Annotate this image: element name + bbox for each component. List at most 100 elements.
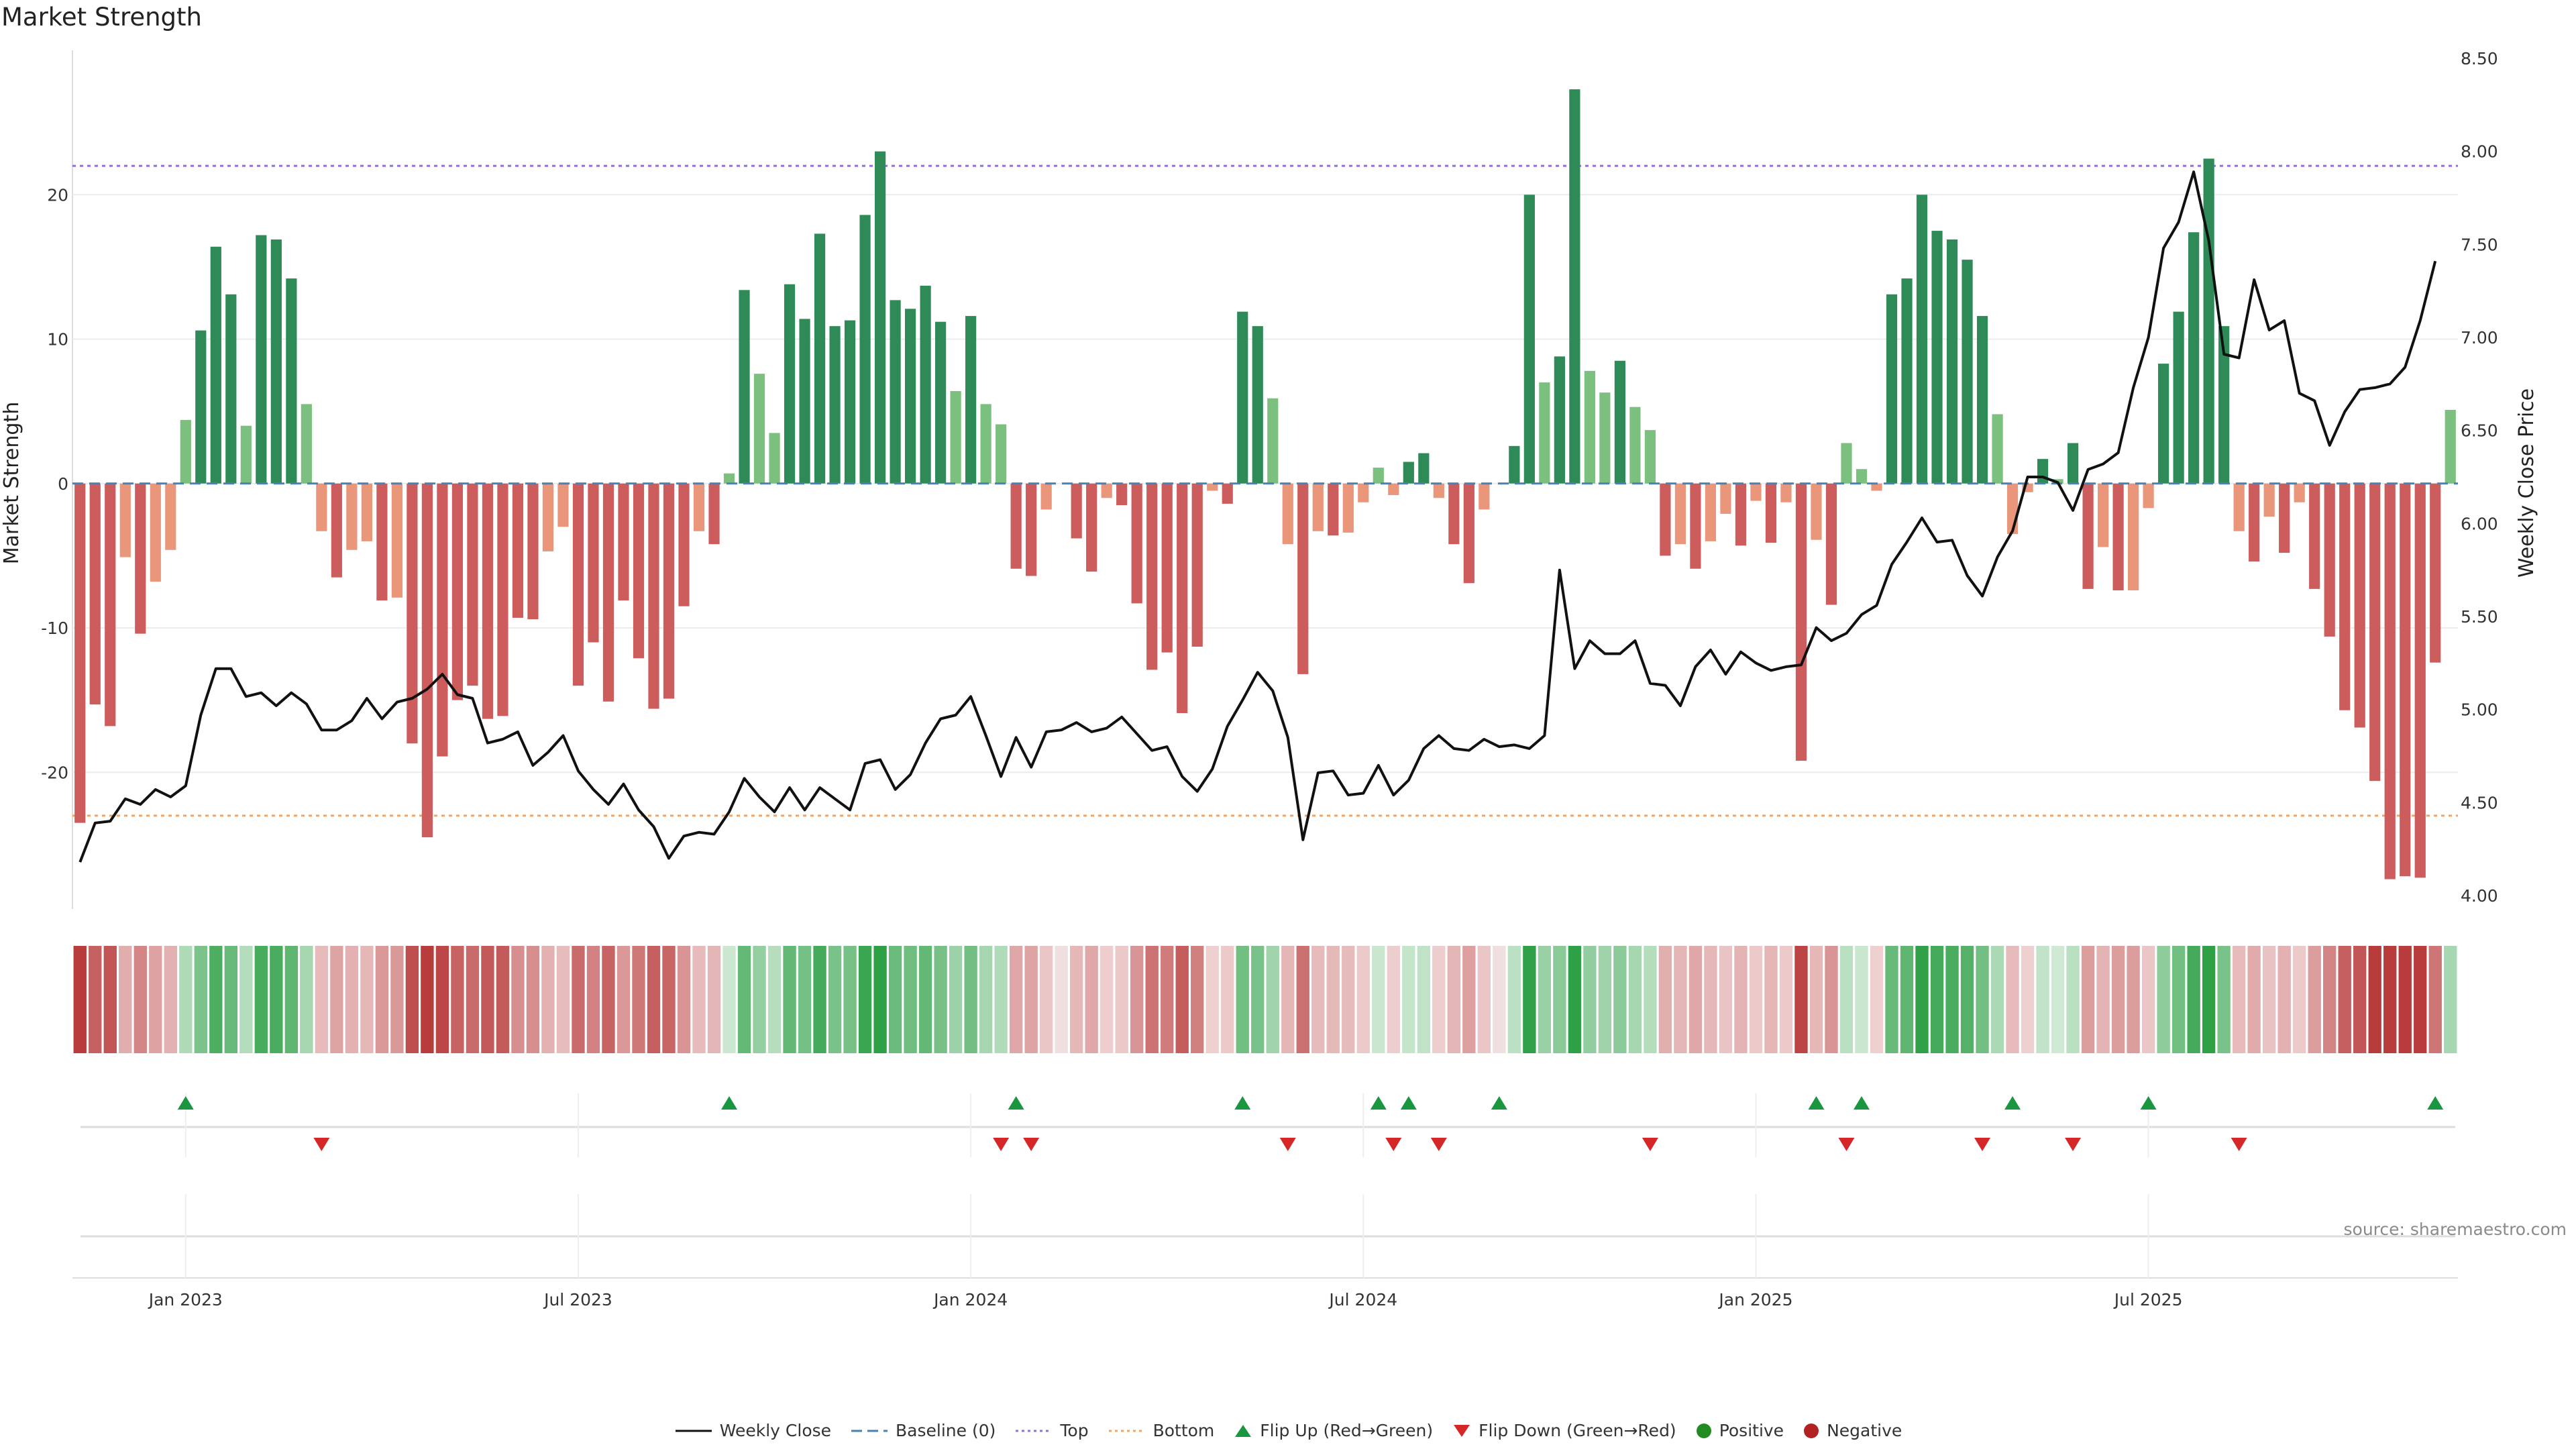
strength-bar [1418, 453, 1430, 484]
strength-bar [2309, 483, 2320, 589]
strength-bar [1071, 483, 1082, 539]
flip-up-marker [1370, 1096, 1387, 1110]
strength-bar [2339, 483, 2351, 710]
strength-bar [89, 483, 101, 705]
strength-bar [256, 235, 267, 484]
strength-heat-cell [1613, 946, 1627, 1053]
y-right-tick-label: 6.00 [2461, 514, 2498, 533]
strength-bar [2112, 483, 2124, 591]
strength-heat-cell [451, 946, 464, 1053]
strength-bar [376, 483, 388, 601]
strength-heat-cell [1311, 946, 1325, 1053]
strength-bar [2143, 483, 2154, 508]
legend-flip-up-label: Flip Up (Red→Green) [1260, 1421, 1434, 1440]
strength-heat-cell [2096, 946, 2110, 1053]
strength-heat-cell [1372, 946, 1385, 1053]
strength-heat-cell [888, 946, 902, 1053]
y-right-tick-label: 6.50 [2461, 421, 2498, 441]
strength-bar [2384, 483, 2396, 879]
strength-bar [663, 483, 675, 699]
strength-bar [467, 483, 478, 686]
strength-bar [602, 483, 614, 702]
strength-heat-cell [164, 946, 177, 1053]
strength-bar [1101, 483, 1112, 498]
strength-heat-cell [526, 946, 540, 1053]
strength-heat-cell [1447, 946, 1461, 1053]
strength-bar [391, 483, 402, 598]
strength-bar [2279, 483, 2290, 553]
strength-bar [588, 483, 599, 643]
strength-bar [1433, 483, 1444, 498]
strength-bar [769, 433, 780, 484]
strength-bar [105, 483, 116, 727]
strength-bar [1946, 239, 1958, 484]
strength-bar [1509, 445, 1520, 484]
strength-heat-cell [390, 946, 404, 1053]
strength-bar [497, 483, 508, 716]
y-left-tick-label: 0 [58, 474, 68, 494]
strength-heat-cell [1432, 946, 1446, 1053]
legend-bottom: Bottom [1108, 1421, 1215, 1440]
strength-heat-cell [284, 946, 299, 1053]
strength-heat-cell [330, 946, 343, 1053]
strength-bar [557, 483, 569, 527]
strength-bar [1373, 468, 1384, 484]
strength-bar [1886, 294, 1898, 484]
strength-bar [1388, 483, 1399, 495]
strength-bar [1931, 231, 1943, 484]
y-left-tick-label: 10 [47, 330, 68, 350]
strength-heat-cell [2157, 946, 2170, 1053]
strength-bar [527, 483, 539, 620]
strength-heat-cell [979, 946, 993, 1053]
strength-heat-cell [1462, 946, 1476, 1053]
strength-heat-cell [1266, 946, 1279, 1053]
strength-heat-cell [1009, 946, 1023, 1053]
strength-heat-cell [2051, 946, 2065, 1053]
strength-heat-cell [616, 946, 631, 1053]
strength-bar [74, 483, 86, 823]
strength-bar [708, 483, 720, 545]
strength-heat-cell [2036, 946, 2049, 1053]
strength-bar [1976, 316, 1988, 484]
strength-bar [346, 483, 358, 550]
strength-bar [2369, 483, 2381, 782]
strength-heat-cell [1598, 946, 1612, 1053]
strength-bar [965, 316, 977, 484]
strength-bar [2445, 409, 2456, 484]
strength-bar [996, 424, 1007, 484]
strength-heat-cell [2293, 946, 2306, 1053]
y-left-tick-label: -20 [41, 763, 68, 782]
strength-heat-cell [1115, 946, 1128, 1053]
flip-down-marker [1838, 1138, 1855, 1151]
flip-up-marker [177, 1096, 194, 1110]
strength-bar [874, 151, 886, 484]
strength-bar [904, 309, 916, 484]
strength-heat-cell [1794, 946, 1808, 1053]
strength-bar [2430, 483, 2441, 663]
legend-bottom-label: Bottom [1152, 1421, 1215, 1440]
strength-bar [648, 483, 659, 709]
strength-heat-cell [647, 946, 661, 1053]
legend-flip-down-label: Flip Down (Green→Red) [1479, 1421, 1676, 1440]
strength-bar [723, 473, 735, 484]
strength-bar [512, 483, 524, 618]
strength-heat-cell [1493, 946, 1506, 1053]
strength-heat-cell [1402, 946, 1415, 1053]
strength-heat-cell [149, 946, 162, 1053]
x-tick-label: Jul 2024 [1328, 1290, 1397, 1309]
strength-bar [1267, 398, 1279, 484]
strength-heat-cell [586, 946, 600, 1053]
strength-heat-cell [1809, 946, 1823, 1053]
dot-icon [1804, 1423, 1819, 1438]
strength-bar [119, 483, 131, 557]
flip-up-marker [1400, 1096, 1417, 1110]
strength-heat-cell [2414, 946, 2427, 1053]
strength-heat-cell [89, 946, 102, 1053]
strength-heat-cell [1930, 946, 1944, 1053]
flip-up-marker [1808, 1096, 1825, 1110]
strength-heat-cell [1387, 946, 1400, 1053]
legend-negative-label: Negative [1827, 1421, 1902, 1440]
strength-bar [1297, 483, 1309, 674]
strength-heat-cell [2383, 946, 2397, 1053]
strength-heat-cell [73, 946, 87, 1053]
